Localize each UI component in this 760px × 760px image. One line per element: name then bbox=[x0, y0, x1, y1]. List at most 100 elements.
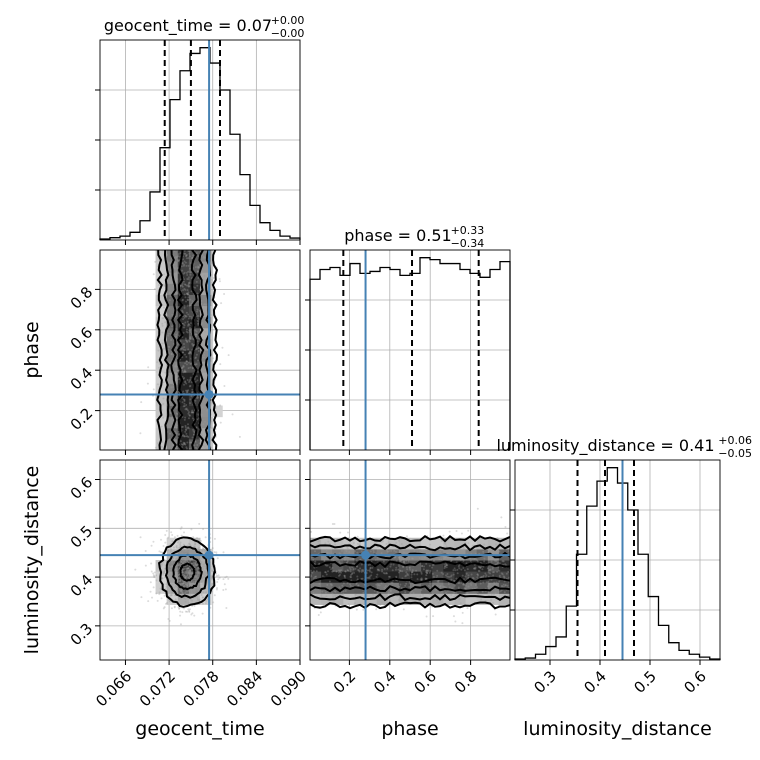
scatter-point bbox=[184, 426, 187, 429]
density-bin bbox=[177, 416, 190, 429]
scatter-point bbox=[174, 257, 177, 260]
density-bin bbox=[166, 438, 179, 450]
density-bin bbox=[188, 582, 201, 594]
scatter-point bbox=[204, 549, 207, 552]
scatter-point bbox=[444, 542, 447, 545]
scatter-point bbox=[177, 564, 180, 567]
scatter-point bbox=[205, 591, 208, 594]
scatter-point bbox=[170, 574, 173, 577]
scatter-point bbox=[488, 549, 491, 552]
scatter-point bbox=[173, 266, 176, 269]
density-bin bbox=[155, 394, 168, 407]
scatter-point bbox=[161, 322, 164, 325]
density-bin bbox=[465, 537, 478, 550]
scatter-point bbox=[183, 316, 186, 319]
scatter-point bbox=[169, 594, 172, 597]
scatter-point bbox=[193, 566, 196, 569]
scatter-point bbox=[395, 575, 398, 578]
scatter-point bbox=[180, 443, 183, 446]
scatter-point bbox=[202, 528, 205, 531]
scatter-point bbox=[442, 586, 445, 589]
scatter-point bbox=[343, 574, 346, 577]
scatter-point bbox=[355, 583, 358, 586]
scatter-point bbox=[176, 378, 179, 381]
scatter-point bbox=[496, 570, 499, 573]
scatter-point bbox=[187, 361, 190, 364]
scatter-point bbox=[194, 286, 197, 289]
scatter-point bbox=[430, 591, 433, 594]
scatter-point bbox=[174, 573, 177, 576]
scatter-point bbox=[362, 608, 365, 611]
density-bin bbox=[332, 537, 344, 550]
scatter-point bbox=[169, 295, 172, 298]
scatter-point bbox=[202, 339, 205, 342]
scatter-point bbox=[162, 283, 165, 286]
scatter-point bbox=[186, 573, 189, 576]
scatter-point bbox=[163, 570, 166, 573]
scatter-point bbox=[185, 559, 188, 562]
scatter-point bbox=[349, 575, 352, 578]
scatter-point bbox=[455, 551, 458, 554]
density-bin bbox=[432, 560, 444, 572]
scatter-point bbox=[197, 546, 200, 549]
scatter-point bbox=[326, 564, 329, 567]
scatter-point bbox=[192, 430, 195, 433]
scatter-point bbox=[466, 591, 469, 594]
scatter-point bbox=[201, 596, 204, 599]
scatter-point bbox=[462, 583, 465, 586]
scatter-point bbox=[183, 304, 186, 307]
y-tick-labels-phase: 0.20.40.60.8 bbox=[67, 283, 97, 434]
x-tick-label: 0.6 bbox=[411, 667, 441, 697]
scatter-point bbox=[177, 430, 180, 433]
scatter-point bbox=[470, 573, 473, 576]
scatter-point bbox=[187, 417, 190, 420]
contour-line bbox=[310, 601, 510, 610]
density-bin bbox=[200, 350, 212, 362]
scatter-point bbox=[183, 597, 186, 600]
scatter-point bbox=[186, 584, 189, 587]
scatter-point bbox=[490, 599, 493, 602]
scatter-point bbox=[453, 579, 456, 582]
scatter-point bbox=[179, 614, 182, 617]
scatter-point bbox=[184, 591, 187, 594]
scatter-point bbox=[176, 580, 179, 583]
scatter-point bbox=[185, 567, 188, 570]
scatter-point bbox=[201, 579, 204, 582]
scatter-point bbox=[195, 280, 198, 283]
scatter-point bbox=[190, 317, 193, 320]
scatter-point bbox=[429, 551, 432, 554]
scatter-point bbox=[150, 544, 153, 547]
scatter-point bbox=[330, 568, 333, 571]
scatter-point bbox=[189, 378, 192, 381]
scatter-point bbox=[502, 575, 505, 578]
scatter-point bbox=[476, 576, 479, 579]
scatter-point bbox=[501, 560, 504, 563]
density-bin bbox=[177, 261, 190, 273]
scatter-point bbox=[182, 582, 185, 585]
scatter-point bbox=[203, 550, 206, 553]
scatter-point bbox=[139, 536, 142, 539]
scatter-point bbox=[193, 614, 196, 617]
scatter-point bbox=[371, 566, 374, 569]
scatter-point bbox=[194, 576, 197, 579]
scatter-point bbox=[501, 584, 504, 587]
scatter-point bbox=[152, 574, 155, 577]
scatter-point bbox=[360, 569, 363, 572]
contours bbox=[310, 535, 510, 610]
scatter-point bbox=[171, 533, 174, 536]
scatter-point bbox=[144, 550, 147, 553]
scatter-point bbox=[204, 567, 207, 570]
scatter-point bbox=[459, 602, 462, 605]
scatter-point bbox=[179, 565, 182, 568]
scatter-point bbox=[179, 252, 182, 255]
scatter-point bbox=[191, 367, 194, 370]
scatter-point bbox=[346, 560, 349, 563]
scatter-point bbox=[469, 581, 472, 584]
scatter-point bbox=[463, 583, 466, 586]
scatter-point bbox=[314, 560, 317, 563]
scatter-point bbox=[188, 250, 191, 253]
scatter-point bbox=[425, 569, 428, 572]
scatter-point bbox=[188, 315, 191, 318]
scatter-point bbox=[356, 542, 359, 545]
scatter-point bbox=[162, 544, 165, 547]
